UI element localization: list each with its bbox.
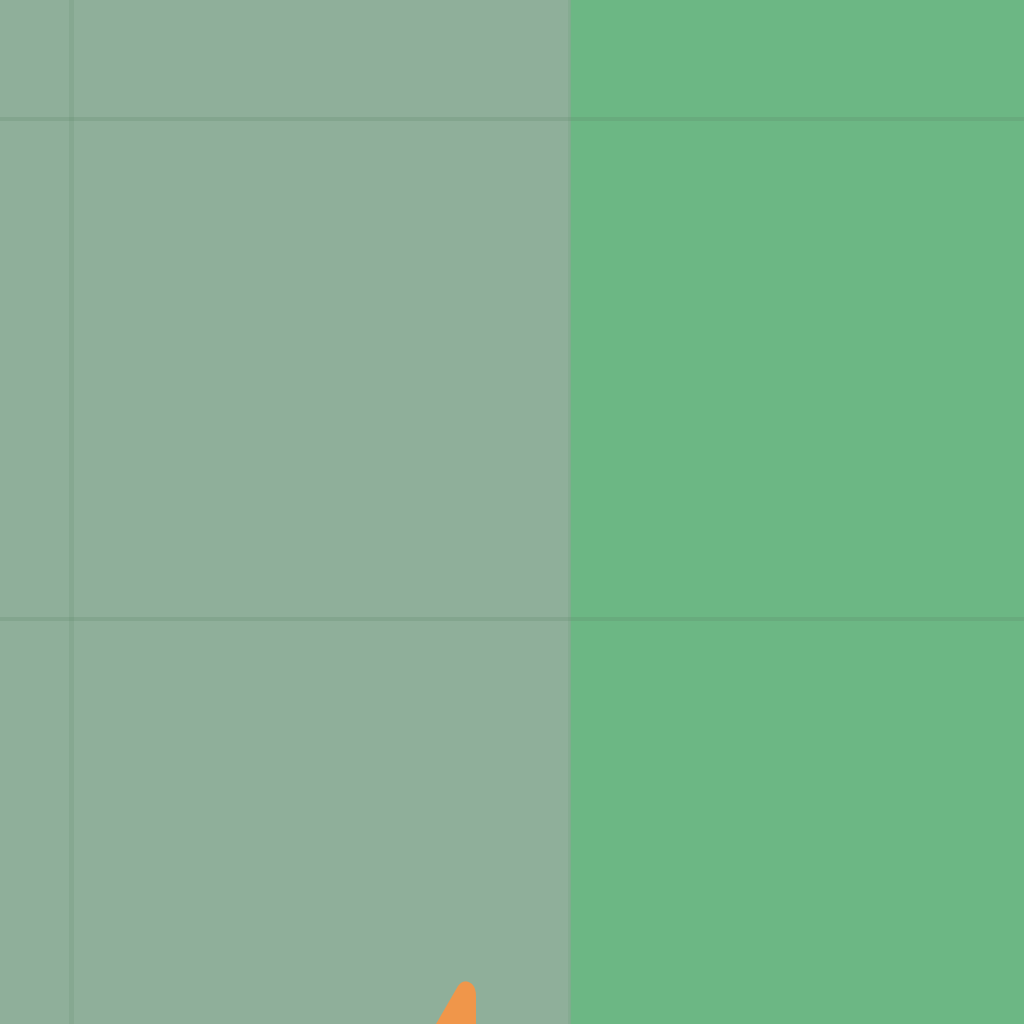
grid-line-horizontal <box>0 117 1024 121</box>
left-territory-region[interactable] <box>0 0 570 1024</box>
orange-unit-marker-icon[interactable] <box>436 980 480 1024</box>
territory-border <box>568 0 571 1024</box>
grid-line-vertical <box>69 0 74 1024</box>
grid-line-horizontal <box>0 617 1024 621</box>
right-territory-region[interactable] <box>570 0 1024 1024</box>
